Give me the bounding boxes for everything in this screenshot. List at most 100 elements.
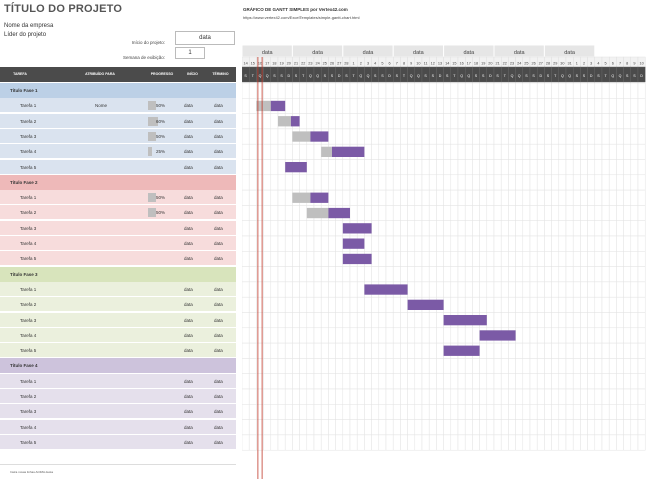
- task-end-date[interactable]: data: [214, 149, 223, 155]
- project-lead[interactable]: Líder do projeto: [4, 32, 47, 38]
- task-row[interactable]: Tarefa 1 data data: [0, 281, 236, 297]
- grid-cell: [608, 312, 617, 329]
- task-row[interactable]: Tarefa 4 data data: [0, 419, 236, 435]
- task-start-date[interactable]: data: [184, 241, 193, 246]
- task-start-date[interactable]: data: [184, 149, 193, 155]
- task-end-date[interactable]: data: [214, 195, 223, 201]
- task-name[interactable]: Tarefa 5: [20, 256, 37, 262]
- company-name[interactable]: Nome da empresa: [4, 23, 54, 29]
- task-end-date[interactable]: data: [214, 439, 223, 445]
- task-end-date[interactable]: data: [214, 394, 223, 399]
- task-progress[interactable]: 50%: [156, 210, 166, 216]
- task-start-date[interactable]: data: [184, 317, 193, 323]
- task-end-date[interactable]: data: [214, 409, 223, 415]
- task-start-date[interactable]: data: [184, 225, 193, 231]
- task-start-date[interactable]: data: [184, 286, 193, 292]
- task-end-date[interactable]: data: [214, 286, 223, 292]
- grid-cell: [472, 388, 480, 405]
- task-start-date[interactable]: data: [184, 133, 193, 139]
- task-row[interactable]: Tarefa 3 50% data data: [0, 128, 236, 144]
- task-row[interactable]: Tarefa 2 data data: [0, 389, 236, 404]
- task-row[interactable]: Tarefa 2 60% data data: [0, 113, 236, 129]
- task-progress[interactable]: 60%: [156, 118, 166, 124]
- project-start-field[interactable]: data: [175, 31, 235, 45]
- task-end-date[interactable]: data: [214, 332, 223, 338]
- grid-cell: [551, 434, 560, 451]
- task-end-date[interactable]: data: [214, 256, 223, 262]
- task-row[interactable]: Tarefa 4 data data: [0, 236, 236, 251]
- task-start-date[interactable]: data: [184, 394, 193, 399]
- task-end-date[interactable]: data: [214, 424, 223, 430]
- display-week-field[interactable]: 1: [175, 47, 205, 59]
- task-name[interactable]: Tarefa 1: [20, 378, 37, 384]
- task-row[interactable]: Tarefa 2 data data: [0, 297, 236, 313]
- task-end-date[interactable]: data: [214, 302, 223, 308]
- task-row[interactable]: Tarefa 1 Nome 50% data data: [0, 98, 236, 114]
- task-start-date[interactable]: data: [184, 424, 193, 430]
- task-name[interactable]: Tarefa 3: [20, 409, 37, 415]
- task-end-date[interactable]: data: [214, 103, 223, 109]
- task-start-date[interactable]: data: [184, 439, 193, 445]
- task-name[interactable]: Tarefa 2: [20, 302, 37, 308]
- task-start-date[interactable]: data: [184, 409, 193, 415]
- task-end-date[interactable]: data: [214, 118, 223, 124]
- task-name[interactable]: Tarefa 2: [20, 210, 37, 216]
- task-row[interactable]: Tarefa 4 25% data data: [0, 144, 236, 160]
- task-start-date[interactable]: data: [184, 103, 193, 109]
- task-progress[interactable]: 50%: [156, 195, 166, 201]
- task-end-date[interactable]: data: [214, 225, 223, 231]
- task-end-date[interactable]: data: [214, 378, 223, 384]
- task-end-date[interactable]: data: [214, 348, 223, 354]
- task-progress[interactable]: 50%: [156, 133, 166, 139]
- task-row[interactable]: Tarefa 1 data data: [0, 373, 236, 389]
- task-name[interactable]: Tarefa 1: [20, 103, 37, 109]
- task-start-date[interactable]: data: [184, 302, 193, 308]
- project-title[interactable]: TÍTULO DO PROJETO: [4, 3, 123, 15]
- task-row[interactable]: Tarefa 5 data data: [0, 434, 236, 450]
- phase-header-row[interactable]: Título Fase 4: [0, 358, 236, 374]
- task-row[interactable]: Tarefa 3 data data: [0, 404, 236, 420]
- task-end-date[interactable]: data: [214, 133, 223, 139]
- task-progress[interactable]: 50%: [156, 103, 166, 109]
- task-name[interactable]: Tarefa 1: [20, 195, 37, 201]
- task-end-date[interactable]: data: [214, 210, 223, 216]
- task-end-date[interactable]: data: [214, 164, 223, 170]
- task-row[interactable]: Tarefa 3 data data: [0, 220, 236, 236]
- task-row[interactable]: Tarefa 3 data data: [0, 312, 236, 328]
- task-start-date[interactable]: data: [184, 256, 193, 262]
- task-start-date[interactable]: data: [184, 118, 193, 124]
- gantt-url-link[interactable]: https://www.vertex42.com/ExcelTemplates/…: [243, 15, 360, 20]
- task-name[interactable]: Tarefa 3: [20, 225, 37, 231]
- task-row[interactable]: Tarefa 5 data data: [0, 159, 236, 175]
- task-start-date[interactable]: data: [184, 210, 193, 216]
- task-name[interactable]: Tarefa 3: [20, 317, 37, 323]
- task-start-date[interactable]: data: [184, 348, 193, 354]
- task-start-date[interactable]: data: [184, 195, 193, 201]
- task-name[interactable]: Tarefa 5: [20, 439, 37, 445]
- task-assignee[interactable]: Nome: [95, 103, 108, 109]
- task-name[interactable]: Tarefa 4: [20, 241, 37, 246]
- phase-header-row[interactable]: Título Fase 1: [0, 83, 236, 98]
- task-start-date[interactable]: data: [184, 332, 193, 338]
- task-name[interactable]: Tarefa 5: [20, 164, 37, 170]
- task-name[interactable]: Tarefa 4: [20, 332, 37, 338]
- task-row[interactable]: Tarefa 2 50% data data: [0, 205, 236, 221]
- task-name[interactable]: Tarefa 4: [20, 424, 37, 430]
- task-progress[interactable]: 25%: [156, 149, 166, 155]
- task-start-date[interactable]: data: [184, 164, 193, 170]
- task-name[interactable]: Tarefa 1: [20, 286, 37, 292]
- task-end-date[interactable]: data: [214, 241, 223, 246]
- phase-header-row[interactable]: Título Fase 3: [0, 266, 236, 282]
- task-start-date[interactable]: data: [184, 378, 193, 384]
- task-end-date[interactable]: data: [214, 317, 223, 323]
- task-row[interactable]: Tarefa 4 data data: [0, 327, 236, 343]
- task-name[interactable]: Tarefa 5: [20, 348, 37, 354]
- phase-header-row[interactable]: Título Fase 2: [0, 174, 236, 190]
- task-name[interactable]: Tarefa 2: [20, 394, 37, 399]
- task-row[interactable]: Tarefa 5 data data: [0, 343, 236, 359]
- task-name[interactable]: Tarefa 4: [20, 149, 37, 155]
- task-name[interactable]: Tarefa 2: [20, 118, 37, 124]
- task-row[interactable]: Tarefa 1 50% data data: [0, 190, 236, 206]
- task-row[interactable]: Tarefa 5 data data: [0, 251, 236, 267]
- task-name[interactable]: Tarefa 3: [20, 133, 37, 139]
